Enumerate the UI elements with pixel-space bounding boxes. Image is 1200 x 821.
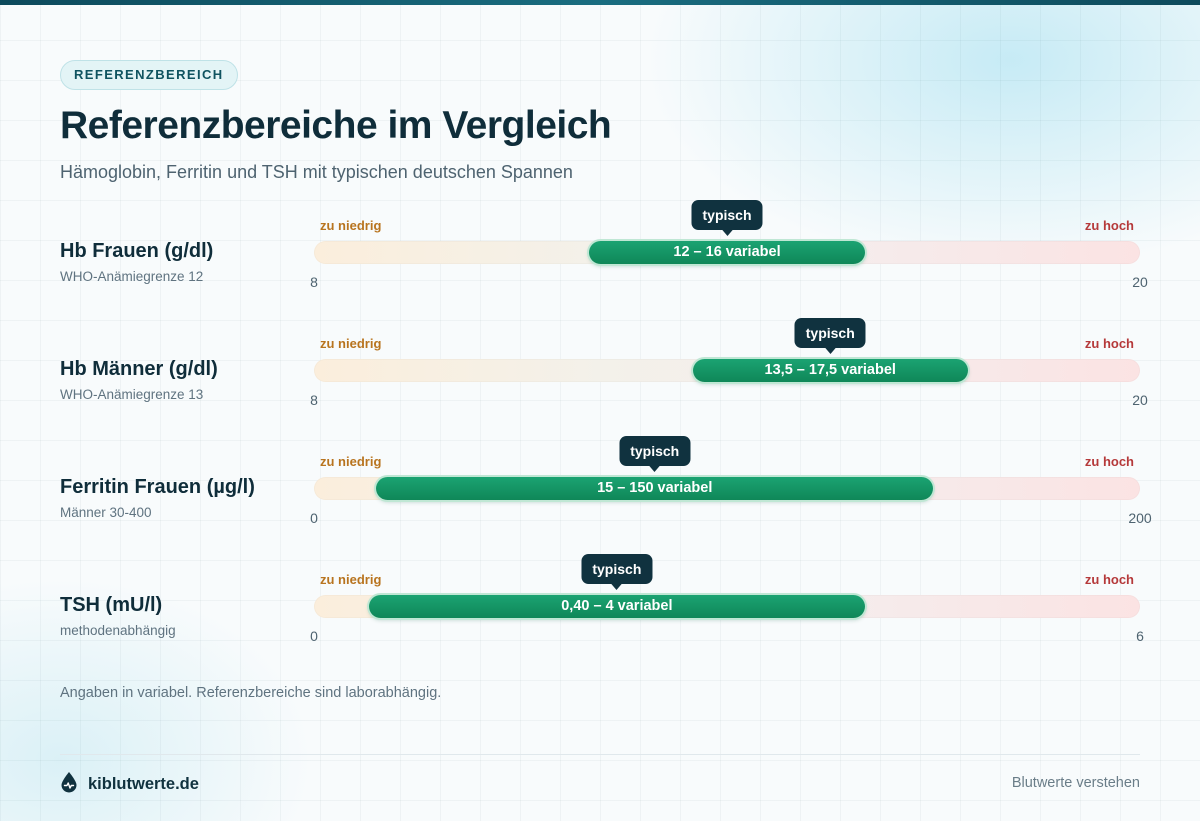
axis-max-tick: 20 bbox=[1132, 274, 1148, 290]
row-sublabel: methodenabhängig bbox=[60, 623, 176, 638]
too-high-label: zu hoch bbox=[1084, 218, 1134, 233]
row-label: Hb Männer (g/dl) bbox=[60, 358, 218, 380]
axis-max-tick: 200 bbox=[1128, 510, 1152, 526]
axis-min-tick: 8 bbox=[310, 392, 318, 408]
chart-row: TSH (mU/l) methodenabhängig zu niedrig zu h… bbox=[0, 554, 1200, 672]
top-accent-bar bbox=[0, 0, 1200, 5]
axis-min-tick: 0 bbox=[310, 510, 318, 526]
axis-max-tick: 20 bbox=[1132, 392, 1148, 408]
axis-min-tick: 8 bbox=[310, 274, 318, 290]
row-sublabel: Männer 30-400 bbox=[60, 505, 152, 520]
range-track: 12 – 16 variabel bbox=[314, 241, 1140, 264]
chart-row: Hb Frauen (g/dl) WHO-Anämiegrenze 12 zu ni… bbox=[0, 200, 1200, 318]
typical-range-bar: 0,40 – 4 variabel bbox=[369, 595, 865, 618]
category-badge: REFERENZBEREICH bbox=[60, 60, 238, 90]
typical-range-bar: 12 – 16 variabel bbox=[589, 241, 865, 264]
too-low-label: zu niedrig bbox=[320, 454, 382, 469]
range-track: 13,5 – 17,5 variabel bbox=[314, 359, 1140, 382]
axis-min-tick: 0 bbox=[310, 628, 318, 644]
typical-range-bar: 13,5 – 17,5 variabel bbox=[692, 359, 968, 382]
page-subtitle: Hämoglobin, Ferritin und TSH mit typisch… bbox=[60, 162, 573, 182]
typical-tooltip: typisch bbox=[691, 200, 763, 236]
brand-name: kiblutwerte.de bbox=[88, 774, 199, 793]
too-high-label: zu hoch bbox=[1084, 454, 1134, 469]
footer-tagline: Blutwerte verstehen bbox=[1011, 775, 1140, 791]
too-high-label: zu hoch bbox=[1084, 572, 1134, 587]
blood-drop-icon bbox=[60, 771, 78, 798]
too-low-label: zu niedrig bbox=[320, 218, 382, 233]
page-title: Referenzbereiche im Vergleich bbox=[60, 104, 612, 147]
range-track: 15 – 150 variabel bbox=[314, 477, 1140, 500]
chart-row: Ferritin Frauen (µg/l) Männer 30-400 zu ni… bbox=[0, 436, 1200, 554]
typical-tooltip: typisch bbox=[619, 436, 691, 472]
range-track: 0,40 – 4 variabel bbox=[314, 595, 1140, 618]
too-low-label: zu niedrig bbox=[320, 572, 382, 587]
row-label: Hb Frauen (g/dl) bbox=[60, 240, 214, 262]
typical-range-bar: 15 – 150 variabel bbox=[375, 477, 934, 500]
footer-divider bbox=[60, 754, 1140, 755]
row-sublabel: WHO-Anämiegrenze 13 bbox=[60, 387, 204, 402]
row-sublabel: WHO-Anämiegrenze 12 bbox=[60, 269, 204, 284]
footer-brand[interactable]: kiblutwerte.de bbox=[60, 771, 199, 798]
typical-tooltip: typisch bbox=[794, 318, 866, 354]
chart-row: Hb Männer (g/dl) WHO-Anämiegrenze 13 zu ni… bbox=[0, 318, 1200, 436]
axis-max-tick: 6 bbox=[1136, 628, 1144, 644]
typical-tooltip: typisch bbox=[581, 554, 653, 590]
row-label: TSH (mU/l) bbox=[60, 594, 163, 616]
too-low-label: zu niedrig bbox=[320, 336, 382, 351]
too-high-label: zu hoch bbox=[1084, 336, 1134, 351]
footnote: Angaben in variabel. Referenzbereiche si… bbox=[60, 685, 442, 701]
row-label: Ferritin Frauen (µg/l) bbox=[60, 476, 255, 498]
